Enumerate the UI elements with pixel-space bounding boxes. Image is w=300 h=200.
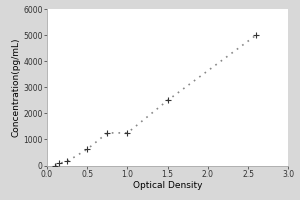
X-axis label: Optical Density: Optical Density: [133, 181, 202, 190]
Y-axis label: Concentration(pg/mL): Concentration(pg/mL): [12, 38, 21, 137]
